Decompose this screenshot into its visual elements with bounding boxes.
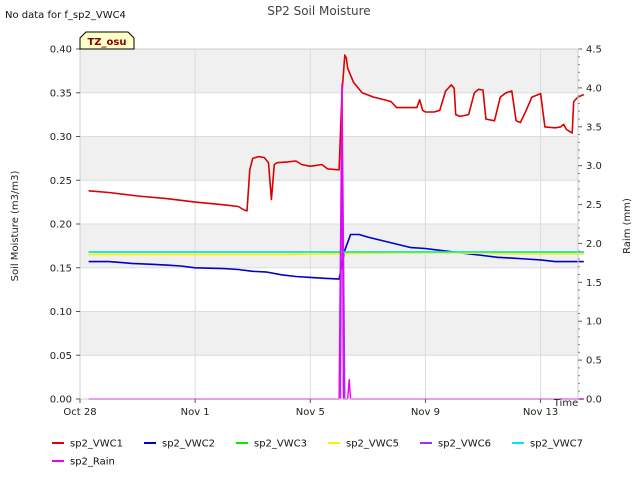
plot-bands — [80, 49, 578, 399]
x-ticks: Oct 28 Nov 1 Nov 5 Nov 9 Nov 13 — [63, 399, 558, 418]
no-data-note: No data for f_sp2_VWC4 — [5, 10, 126, 21]
y-tick-label: 0.40 — [50, 45, 72, 56]
y-tick-label: 0.05 — [50, 351, 72, 362]
y2-tick-label: 3.0 — [586, 161, 602, 172]
x-tick-label: Nov 1 — [181, 407, 210, 418]
y2-tick-label: 1.0 — [586, 317, 602, 328]
plot-band — [80, 224, 578, 268]
legend-label: sp2_Rain — [70, 457, 115, 468]
x-axis-label: Time — [553, 398, 578, 409]
legend-item-sp2_VWC7: sp2_VWC7 — [512, 439, 583, 450]
plot-band — [80, 92, 578, 137]
plot-band — [80, 355, 578, 399]
site-badge: TZ_osu — [79, 31, 135, 50]
legend-item-sp2_VWC1: sp2_VWC1 — [52, 439, 123, 450]
y2-tick-label: 4.5 — [586, 45, 602, 56]
legend-item-sp2_Rain: sp2_Rain — [52, 457, 115, 468]
y-axis-label: Soil Moisture (m3/m3) — [10, 171, 21, 282]
series-line-sp2_VWC1 — [88, 54, 585, 212]
legend-label: sp2_VWC7 — [530, 439, 583, 450]
legend-label: sp2_VWC1 — [70, 439, 123, 450]
x-tick-label: Oct 28 — [63, 407, 96, 418]
y2-tick-label: 0.5 — [586, 356, 602, 367]
y-tick-label: 0.00 — [50, 395, 72, 406]
x-tick-label: Nov 9 — [411, 407, 440, 418]
legend-label: sp2_VWC6 — [438, 439, 491, 450]
y-tick-label: 0.15 — [50, 263, 72, 274]
y-tick-label: 0.20 — [50, 220, 72, 231]
y-tick-label: 0.25 — [50, 176, 72, 187]
y2-tick-label: 1.5 — [586, 278, 602, 289]
plot-band — [80, 136, 578, 181]
x-tick-label: Nov 13 — [523, 407, 558, 418]
legend-item-sp2_VWC5: sp2_VWC5 — [328, 439, 399, 450]
chart-title: SP2 Soil Moisture — [267, 4, 370, 18]
y2-tick-label: 2.5 — [586, 200, 602, 211]
y2-axis-label: Raim (mm) — [622, 198, 633, 254]
y-ticks-left: 0.00 0.05 0.10 0.15 0.20 0.25 0.30 0.35 0.40 — [50, 45, 80, 406]
site-badge-label: TZ_osu — [87, 37, 126, 48]
y-ticks-right: 0.0 0.5 1.0 1.5 2.0 2.5 3.0 3.5 4.0 4.5 — [578, 45, 602, 406]
legend-label: sp2_VWC3 — [254, 439, 307, 450]
plot-band — [80, 267, 578, 312]
legend-item-sp2_VWC3: sp2_VWC3 — [236, 439, 307, 450]
y-tick-label: 0.35 — [50, 88, 72, 99]
x-tick-label: Nov 5 — [296, 407, 325, 418]
legend: sp2_VWC1 sp2_VWC2 sp2_VWC3 sp2_VWC5 sp2_VWC6… — [52, 439, 583, 468]
y2-tick-label: 0.0 — [586, 395, 602, 406]
y2-tick-label: 4.0 — [586, 83, 602, 94]
y2-tick-label: 2.0 — [586, 239, 602, 250]
plot-band — [80, 49, 578, 93]
y2-tick-label: 3.5 — [586, 122, 602, 133]
y-tick-label: 0.30 — [50, 132, 72, 143]
legend-label: sp2_VWC2 — [162, 439, 215, 450]
legend-item-sp2_VWC6: sp2_VWC6 — [420, 439, 491, 450]
legend-label: sp2_VWC5 — [346, 439, 399, 450]
series-line-sp2_VWC5 — [88, 252, 584, 256]
y-tick-label: 0.10 — [50, 307, 72, 318]
legend-item-sp2_VWC2: sp2_VWC2 — [144, 439, 215, 450]
series-line-sp2_VWC2 — [88, 233, 584, 280]
plot-band — [80, 180, 578, 224]
plot-band — [80, 311, 578, 356]
